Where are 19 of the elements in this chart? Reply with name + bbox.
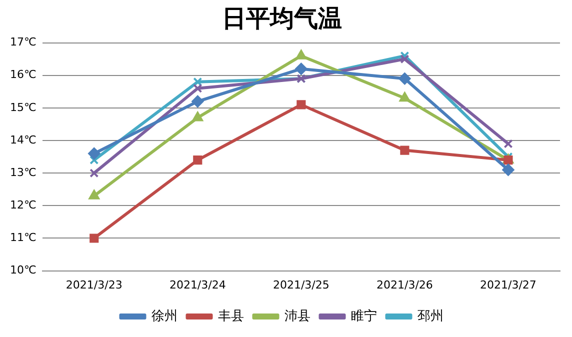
legend-label: 丰县 [218, 308, 244, 324]
x-tick-label: 2021/3/26 [376, 278, 433, 292]
y-tick-label: 15℃ [10, 100, 36, 114]
x-tick-label: 2021/3/25 [272, 278, 330, 292]
y-tick-label: 12℃ [10, 198, 36, 212]
y-tick-label: 14℃ [10, 133, 36, 146]
y-tick-label: 11℃ [10, 231, 36, 244]
y-tick-label: 10℃ [10, 264, 36, 277]
y-tick-label: 16℃ [10, 68, 36, 82]
legend-label: 沛县 [284, 308, 310, 324]
legend-label: 邳州 [417, 308, 444, 324]
y-tick-label: 17℃ [10, 36, 36, 49]
x-tick-label: 2021/3/27 [480, 278, 536, 292]
legend-label: 徐州 [151, 308, 178, 324]
x-tick-label: 2021/3/23 [66, 278, 122, 292]
x-tick-label: 2021/3/24 [169, 278, 226, 292]
y-tick-label: 13℃ [10, 166, 36, 179]
legend-label: 睢宁 [350, 308, 377, 324]
chart-title: 日平均气温 [222, 4, 342, 33]
